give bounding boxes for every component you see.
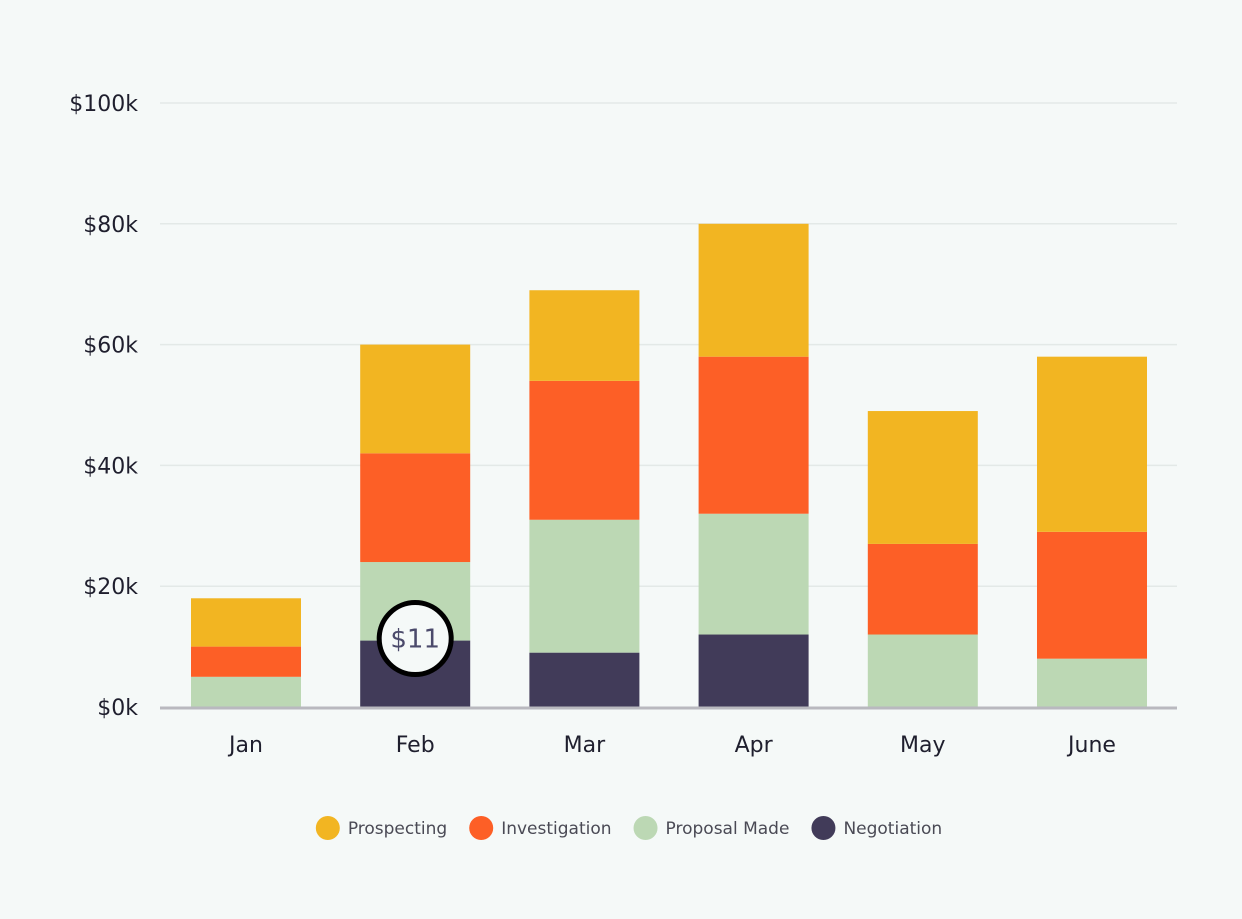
bar-prospecting-feb[interactable] — [360, 344, 471, 454]
bar-prospecting-mar[interactable] — [529, 290, 640, 381]
value-tooltip: $11 — [376, 600, 454, 678]
legend-swatch — [811, 816, 836, 840]
bar-prospecting-june[interactable] — [1037, 356, 1147, 532]
legend-swatch — [469, 816, 494, 840]
legend-swatch — [315, 816, 340, 840]
y-tick-label: $40k — [83, 454, 138, 479]
legend-item-prospecting[interactable]: Prospecting — [315, 816, 447, 840]
bar-prospecting-jan[interactable] — [191, 598, 301, 647]
x-tick-label-jan: Jan — [227, 733, 263, 758]
y-tick-label: $80k — [83, 213, 138, 238]
bar-proposal-made-apr[interactable] — [698, 513, 809, 635]
legend-label: Investigation — [501, 819, 611, 839]
gridlines — [160, 102, 1177, 587]
y-tick-label: $20k — [83, 575, 138, 600]
bar-investigation-feb[interactable] — [360, 453, 471, 563]
x-tick-label-june: June — [1066, 733, 1116, 758]
bar-proposal-made-june[interactable] — [1037, 658, 1147, 707]
legend-item-proposal-made[interactable]: Proposal Made — [633, 816, 790, 840]
bar-stack-apr — [698, 223, 809, 707]
bar-negotiation-apr[interactable] — [698, 634, 809, 707]
y-tick-label: $0k — [97, 696, 138, 721]
y-axis: $0k $20k $40k $60k $80k $100k — [69, 92, 138, 721]
x-tick-label-feb: Feb — [396, 733, 435, 758]
legend-item-negotiation[interactable]: Negotiation — [811, 816, 942, 840]
bar-proposal-made-may[interactable] — [867, 634, 978, 707]
x-tick-label-apr: Apr — [735, 733, 774, 758]
tooltip-value: $11 — [390, 625, 440, 655]
bar-prospecting-may[interactable] — [867, 411, 978, 544]
bar-stack-jan — [191, 598, 301, 707]
x-axis: Jan Feb Mar Apr May June — [227, 733, 1116, 758]
legend: Prospecting Investigation Proposal Made Neg… — [315, 816, 942, 840]
legend-label: Proposal Made — [666, 819, 790, 839]
y-tick-label: $60k — [83, 334, 138, 359]
bar-prospecting-apr[interactable] — [698, 223, 809, 357]
bar-investigation-jan[interactable] — [191, 646, 301, 677]
bar-investigation-apr[interactable] — [698, 356, 809, 514]
bar-proposal-made-jan[interactable] — [191, 676, 301, 707]
bar-stack-mar — [529, 290, 640, 707]
legend-swatch — [633, 816, 658, 840]
bar-investigation-may[interactable] — [867, 543, 978, 635]
bar-stack-june — [1037, 356, 1147, 707]
bars — [191, 223, 1147, 707]
bar-investigation-mar[interactable] — [529, 380, 640, 520]
tooltip-circle — [376, 600, 454, 678]
legend-label: Negotiation — [843, 819, 942, 839]
x-tick-label-mar: Mar — [564, 733, 606, 758]
bar-investigation-june[interactable] — [1037, 531, 1147, 659]
bar-negotiation-mar[interactable] — [529, 652, 640, 707]
legend-label: Prospecting — [348, 819, 447, 839]
bar-stack-may — [867, 411, 978, 707]
bar-stack-feb — [360, 344, 471, 707]
bar-proposal-made-mar[interactable] — [529, 519, 640, 653]
y-tick-label: $100k — [69, 92, 138, 117]
legend-item-investigation[interactable]: Investigation — [469, 816, 612, 840]
x-tick-label-may: May — [900, 733, 945, 758]
